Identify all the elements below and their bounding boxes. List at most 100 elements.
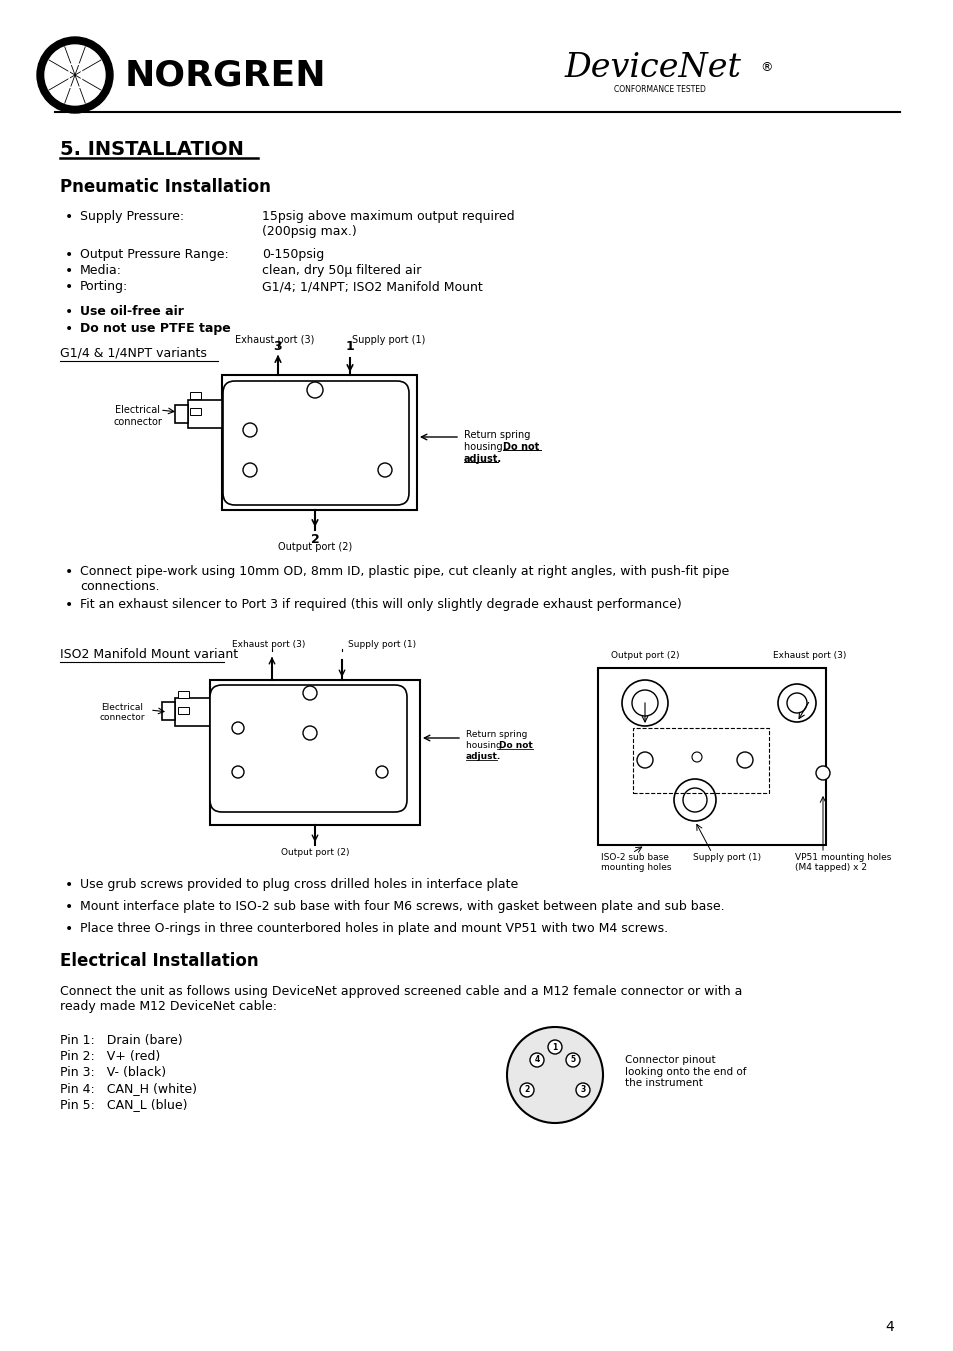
- Text: •: •: [65, 878, 73, 892]
- Bar: [222, 376, 416, 509]
- Text: Connect the unit as follows using DeviceNet approved screened cable and a M12 fe: Connect the unit as follows using Device…: [60, 985, 741, 1013]
- Text: Pneumatic Installation: Pneumatic Installation: [60, 178, 271, 196]
- Circle shape: [232, 721, 244, 734]
- Text: Output Pressure Range:: Output Pressure Range:: [80, 249, 229, 261]
- Text: CONFORMANCE TESTED: CONFORMANCE TESTED: [614, 85, 705, 95]
- Circle shape: [682, 788, 706, 812]
- Circle shape: [631, 690, 658, 716]
- Text: G1/4 & 1/4NPT variants: G1/4 & 1/4NPT variants: [60, 347, 207, 359]
- Bar: [178, 690, 189, 698]
- Text: Electrical
connector: Electrical connector: [99, 703, 145, 723]
- Text: •: •: [65, 598, 73, 612]
- Text: Electrical Installation: Electrical Installation: [60, 952, 258, 970]
- Text: Do not use PTFE tape: Do not use PTFE tape: [80, 322, 231, 335]
- Text: Supply port (1): Supply port (1): [692, 852, 760, 862]
- Text: 5: 5: [570, 1055, 575, 1065]
- Text: Porting:: Porting:: [80, 280, 128, 293]
- Circle shape: [45, 45, 105, 105]
- Text: •: •: [65, 280, 73, 295]
- Text: 1: 1: [552, 1043, 558, 1051]
- Text: ISO-2 sub base
mounting holes: ISO-2 sub base mounting holes: [600, 852, 671, 873]
- Circle shape: [243, 423, 256, 436]
- Text: Pin 2:   V+ (red): Pin 2: V+ (red): [60, 1050, 160, 1063]
- Circle shape: [637, 753, 652, 767]
- Circle shape: [506, 1027, 602, 1123]
- Circle shape: [519, 1084, 534, 1097]
- Text: •: •: [65, 263, 73, 278]
- Text: 4: 4: [884, 1320, 893, 1333]
- Text: ®: ®: [760, 62, 772, 74]
- Text: G1/4; 1/4NPT; ISO2 Manifold Mount: G1/4; 1/4NPT; ISO2 Manifold Mount: [262, 280, 482, 293]
- Text: adjust.: adjust.: [463, 454, 501, 463]
- Circle shape: [737, 753, 752, 767]
- Text: 2: 2: [524, 1085, 529, 1094]
- Text: VP51 mounting holes
(M4 tapped) x 2: VP51 mounting holes (M4 tapped) x 2: [794, 852, 890, 873]
- Text: Return spring: Return spring: [463, 430, 530, 440]
- Circle shape: [565, 1052, 579, 1067]
- Text: Exhaust port (3): Exhaust port (3): [773, 651, 846, 661]
- Text: Media:: Media:: [80, 263, 122, 277]
- Text: Pin 3:   V- (black): Pin 3: V- (black): [60, 1066, 166, 1079]
- Text: Use grub screws provided to plug cross drilled holes in interface plate: Use grub screws provided to plug cross d…: [80, 878, 517, 892]
- Text: adjust.: adjust.: [465, 753, 500, 761]
- Text: clean, dry 50μ filtered air: clean, dry 50μ filtered air: [262, 263, 421, 277]
- Circle shape: [303, 725, 316, 740]
- Circle shape: [243, 463, 256, 477]
- Text: 5. INSTALLATION: 5. INSTALLATION: [60, 141, 244, 159]
- Text: ISO2 Manifold Mount variant: ISO2 Manifold Mount variant: [60, 648, 238, 661]
- Text: Connector pinout
looking onto the end of
the instrument: Connector pinout looking onto the end of…: [624, 1055, 745, 1088]
- Text: Output port (2): Output port (2): [610, 651, 679, 661]
- Text: Fit an exhaust silencer to Port 3 if required (this will only slightly degrade e: Fit an exhaust silencer to Port 3 if req…: [80, 598, 681, 611]
- FancyBboxPatch shape: [210, 685, 407, 812]
- Circle shape: [37, 36, 112, 113]
- Text: housing.: housing.: [465, 740, 507, 750]
- Text: •: •: [65, 305, 73, 319]
- FancyBboxPatch shape: [223, 381, 409, 505]
- Text: 4: 4: [534, 1055, 539, 1065]
- Circle shape: [377, 463, 392, 477]
- Text: 0-150psig: 0-150psig: [262, 249, 324, 261]
- Circle shape: [778, 684, 815, 721]
- Circle shape: [673, 780, 716, 821]
- Text: Output port (2): Output port (2): [280, 848, 349, 857]
- Circle shape: [530, 1052, 543, 1067]
- Text: Ⓝ: Ⓝ: [67, 61, 83, 89]
- Text: Pin 4:   CAN_H (white): Pin 4: CAN_H (white): [60, 1082, 196, 1096]
- Bar: [598, 667, 825, 844]
- Circle shape: [691, 753, 701, 762]
- Text: Do not: Do not: [498, 740, 532, 750]
- Text: Output port (2): Output port (2): [277, 542, 352, 553]
- Text: Exhaust port (3): Exhaust port (3): [234, 335, 314, 345]
- Text: •: •: [65, 565, 73, 580]
- Circle shape: [815, 766, 829, 780]
- Bar: [633, 728, 768, 793]
- Circle shape: [786, 693, 806, 713]
- Bar: [188, 400, 222, 428]
- Text: •: •: [65, 921, 73, 936]
- Text: NORGREN: NORGREN: [125, 58, 326, 92]
- Circle shape: [621, 680, 667, 725]
- Text: •: •: [65, 249, 73, 262]
- Text: 1: 1: [345, 340, 354, 353]
- Circle shape: [303, 686, 316, 700]
- Text: •: •: [65, 209, 73, 224]
- Circle shape: [375, 766, 388, 778]
- Bar: [178, 707, 189, 713]
- Bar: [174, 698, 210, 725]
- Bar: [190, 392, 201, 399]
- Text: Exhaust port (3): Exhaust port (3): [232, 640, 305, 648]
- Text: housing.: housing.: [463, 442, 508, 453]
- Circle shape: [576, 1084, 589, 1097]
- Text: 2: 2: [311, 534, 319, 546]
- Text: •: •: [65, 900, 73, 915]
- Circle shape: [307, 382, 323, 399]
- Text: Supply port (1): Supply port (1): [352, 335, 425, 345]
- Text: Supply port (1): Supply port (1): [348, 640, 416, 648]
- Text: •: •: [65, 322, 73, 336]
- Bar: [190, 408, 201, 415]
- Text: Supply Pressure:: Supply Pressure:: [80, 209, 184, 223]
- Bar: [174, 405, 188, 423]
- Text: Electrical
connector: Electrical connector: [113, 405, 162, 427]
- Bar: [162, 703, 174, 720]
- Text: Connect pipe-work using 10mm OD, 8mm ID, plastic pipe, cut cleanly at right angl: Connect pipe-work using 10mm OD, 8mm ID,…: [80, 565, 728, 593]
